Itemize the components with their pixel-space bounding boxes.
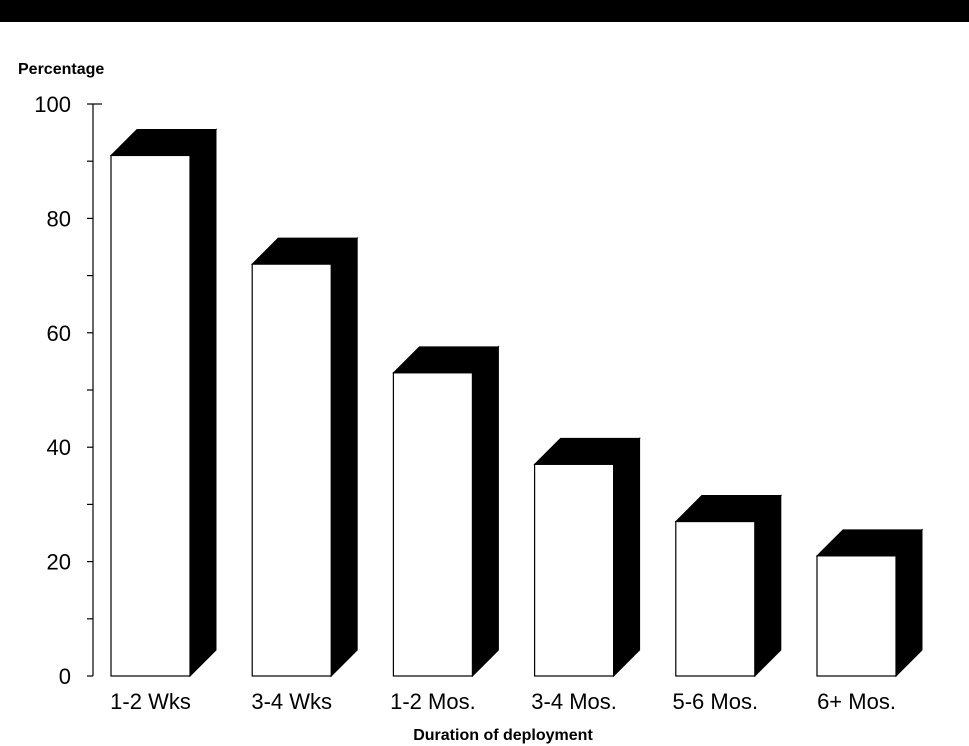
bar [109,128,218,678]
bar-side [613,437,641,678]
bar-side [895,528,923,678]
bar-front [533,463,615,677]
axes [92,103,102,676]
x-category-label: 3-4 Wks [251,689,332,714]
bar-side [189,128,217,678]
y-tick-label: 0 [59,664,71,689]
x-axis-label: Duration of deployment [413,727,593,744]
x-category-label: 1-2 Wks [110,689,191,714]
y-tick-label: 40 [47,435,71,460]
y-axis-label: Percentage [18,61,104,78]
x-category-label: 6+ Mos. [817,689,896,714]
y-ticks: 0 20 40 60 80 100 [34,92,93,689]
bar [674,494,783,678]
bar-front [251,263,332,677]
bar-front [110,154,191,677]
y-tick-label: 60 [47,321,71,346]
bar [392,345,500,678]
x-category-label: 3-4 Mos. [531,689,617,714]
bar-side [330,236,358,678]
x-category-label: 5-6 Mos. [673,689,759,714]
bar-side [471,345,499,678]
y-tick-label: 80 [47,206,71,231]
bar-front [675,520,756,677]
bar-front [816,555,897,677]
bar [533,437,641,678]
bar [250,236,359,678]
x-categories: 1-2 Wks 3-4 Wks 1-2 Mos. 3-4 Mos. 5-6 Mos. 6+… [110,689,896,714]
header-rule [0,0,969,22]
y-tick-label: 20 [47,550,71,575]
bar [815,528,924,678]
x-category-label: 1-2 Mos. [390,689,476,714]
bar-front [392,372,473,677]
bar-side [754,494,782,678]
y-tick-label: 100 [34,92,71,117]
bars [109,128,924,678]
